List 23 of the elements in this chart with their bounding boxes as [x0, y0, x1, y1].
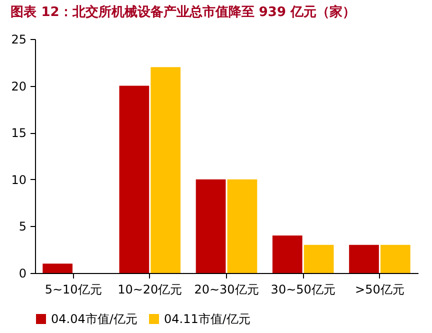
- bar: [380, 244, 410, 273]
- bar: [227, 179, 258, 273]
- y-tick-label: 0: [18, 266, 26, 280]
- x-tick-label: 20~30亿元: [194, 282, 259, 296]
- y-tick-label: 15: [11, 126, 26, 140]
- legend-label: 04.11市值/亿元: [164, 312, 250, 326]
- x-tick-label: 30~50亿元: [270, 282, 336, 296]
- chart-title: 图表 12：北交所机械设备产业总市值降至 939 亿元（家）: [10, 4, 356, 20]
- bar: [150, 67, 181, 273]
- y-tick-label: 20: [11, 79, 26, 94]
- bar: [196, 179, 226, 273]
- y-tick-label: 5: [18, 220, 26, 234]
- x-tick-label: 5~10亿元: [44, 282, 102, 296]
- y-tick-label: 10: [11, 172, 26, 187]
- x-tick-label: 10~20亿元: [118, 282, 182, 296]
- bar: [42, 264, 73, 273]
- legend-label: 04.04市值/亿元: [51, 312, 138, 326]
- x-tick-label: >50亿元: [355, 282, 404, 296]
- bar: [304, 244, 334, 273]
- bar: [119, 86, 150, 273]
- y-tick-label: 25: [11, 32, 26, 46]
- bar: [349, 244, 379, 273]
- bar: [272, 236, 302, 273]
